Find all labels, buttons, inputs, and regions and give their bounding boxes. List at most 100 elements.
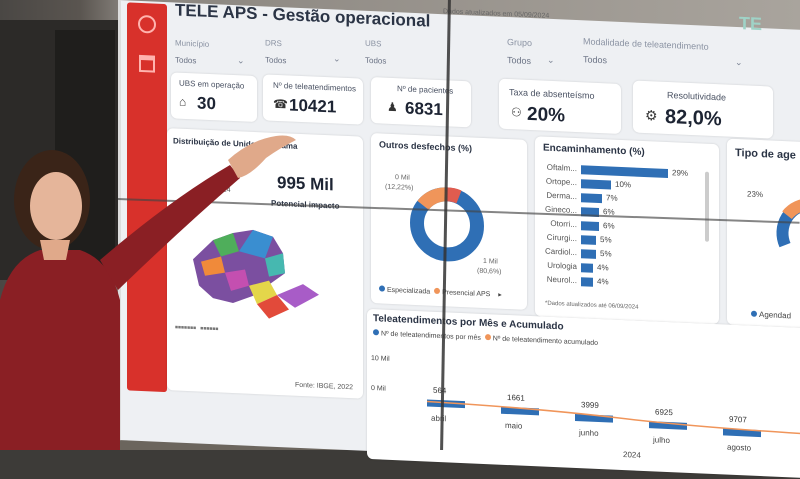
map-region[interactable] (225, 269, 249, 292)
filter-value: Todos (507, 54, 532, 67)
row-label: Otorri... (550, 218, 577, 230)
kpi-teleatendimentos: Nº de teleatendimentos ☎ 10421 (263, 74, 363, 125)
chevron-down-icon[interactable]: ⌄ (237, 55, 245, 66)
filter-modalidade[interactable]: Modalidade de teleatendimento Todos (583, 36, 709, 69)
tipo-legend: Agendad (751, 309, 792, 321)
filter-label: Município (175, 38, 210, 49)
donut-segment[interactable] (782, 198, 800, 220)
map-region[interactable] (249, 280, 277, 305)
home-icon[interactable] (139, 54, 155, 73)
month-label: julho (653, 435, 670, 446)
map-region[interactable] (201, 256, 225, 277)
brand-logo: TE (739, 13, 763, 35)
hand (228, 135, 296, 178)
legend-label: Especializada (387, 286, 431, 296)
donut-segment[interactable] (776, 198, 800, 248)
chevron-down-icon[interactable]: ⌄ (735, 56, 743, 68)
clock-icon[interactable] (138, 14, 156, 34)
row-bar[interactable] (581, 277, 593, 287)
kpi-pacientes: Nº de pacientes ♟ 6831 (371, 77, 471, 128)
legend-dot (434, 287, 441, 295)
row-bar[interactable] (581, 263, 593, 273)
presenter-woman (0, 135, 296, 450)
absent-icon: ⚇ (511, 105, 522, 120)
row-bar[interactable] (581, 179, 611, 190)
year-label: 2024 (623, 450, 641, 460)
row-label: Oftalm... (546, 162, 577, 174)
filter-value: Todos (175, 55, 197, 66)
kpi-label: Nº de pacientes (397, 84, 454, 96)
chevron-down-icon[interactable]: ⌄ (333, 53, 341, 64)
building-icon: ⌂ (179, 94, 187, 109)
monthly-card: Teleatendimentos por Mês e Acumulado Nº … (367, 308, 800, 479)
row-pct: 4% (597, 262, 609, 273)
row-label: Derma... (546, 190, 577, 202)
donut-label: (80,6%) (477, 267, 502, 276)
encaminhamento-title: Encaminhamento (%) (543, 142, 645, 158)
row-label: Ortope... (545, 176, 577, 188)
map-region[interactable] (257, 294, 289, 319)
donut-segment-other[interactable] (446, 187, 462, 204)
chevron-down-icon[interactable]: ⌄ (547, 54, 555, 66)
legend-label: Presencial APS (442, 289, 491, 299)
row-bar[interactable] (581, 235, 596, 245)
sao-paulo-map[interactable] (173, 208, 323, 325)
filter-drs[interactable]: DRS Todos (265, 38, 286, 65)
row-pct: 7% (606, 193, 618, 203)
kpi-label: Resolutividade (667, 89, 727, 103)
filter-label: UBS (365, 38, 382, 49)
filter-value: Todos (365, 55, 387, 66)
donut-label: 0 Mil (395, 174, 410, 182)
accumulated-line (426, 400, 800, 436)
filter-municipio[interactable]: Município Todos (175, 38, 209, 65)
distribution-card: Distribuição de Unidade... grama 995 Mil… (167, 128, 363, 399)
map-region[interactable] (213, 232, 239, 257)
map-region[interactable] (265, 252, 285, 277)
tipo-pct: 23% (747, 189, 764, 200)
donut-label: 1 Mil (483, 257, 498, 266)
tipo-card: Tipo de age 23% Agendad (727, 138, 800, 329)
row-label: Neurol... (546, 274, 577, 286)
monthly-legend: Nº de teleatendimentos por mês Nº de tel… (373, 329, 598, 347)
row-bar[interactable] (581, 249, 596, 259)
row-pct: 29% (672, 168, 689, 178)
filter-label: Modalidade de teleatendimento (583, 36, 709, 52)
next-arrow-icon[interactable]: ▸ (498, 291, 502, 299)
filter-grupo[interactable]: Grupo Todos (507, 37, 532, 66)
row-bar[interactable] (581, 165, 668, 179)
row-pct: 4% (597, 276, 609, 287)
person-icon: ♟ (387, 99, 398, 115)
row-label: Urologia (547, 260, 577, 272)
encaminhamento-footer: *Dados atualizados até 06/09/2024 (545, 300, 639, 311)
encaminhamento-card: Encaminhamento (%) Oftalm... 29% Ortope...… (535, 136, 719, 325)
blouse (0, 250, 120, 450)
outros-card: Outros desfechos (%) 0 Mil (12,22%) 1 Mi… (371, 133, 527, 310)
tipo-donut[interactable] (771, 193, 800, 276)
kpi-label: UBS em operação (179, 78, 245, 91)
scrollbar[interactable] (705, 171, 709, 242)
kpi-value: 10421 (289, 95, 337, 117)
kpi-resolutividade: Resolutividade ⚙ 82,0% (633, 80, 773, 139)
legend-label: Agendad (759, 309, 792, 321)
gear-icon: ⚙ (645, 107, 658, 124)
monthly-value: 564 (433, 385, 447, 396)
kpi-value: 82,0% (665, 105, 722, 131)
legend-label: Nº de teleatendimentos por mês (381, 330, 481, 342)
phone-icon: ☎ (273, 96, 288, 112)
legend-dot (751, 310, 757, 317)
legend-label: Nº de teleatendimento acumulado (492, 335, 599, 347)
legend-dot (379, 285, 385, 292)
y-axis-label: 0 Mil (371, 385, 386, 393)
kpi-value: 20% (527, 103, 566, 127)
map-region[interactable] (239, 229, 273, 259)
row-bar[interactable] (581, 193, 602, 204)
row-label: Cirurgi... (546, 232, 577, 244)
outros-title: Outros desfechos (%) (379, 139, 473, 154)
accumulated-line-path (426, 400, 800, 436)
kpi-label: Taxa de absenteísmo (509, 87, 595, 101)
map-region[interactable] (277, 283, 319, 309)
legend-dot (373, 329, 379, 336)
row-pct: 10% (615, 179, 632, 190)
row-bar[interactable] (581, 221, 599, 232)
filter-ubs[interactable]: UBS Todos (365, 39, 386, 66)
